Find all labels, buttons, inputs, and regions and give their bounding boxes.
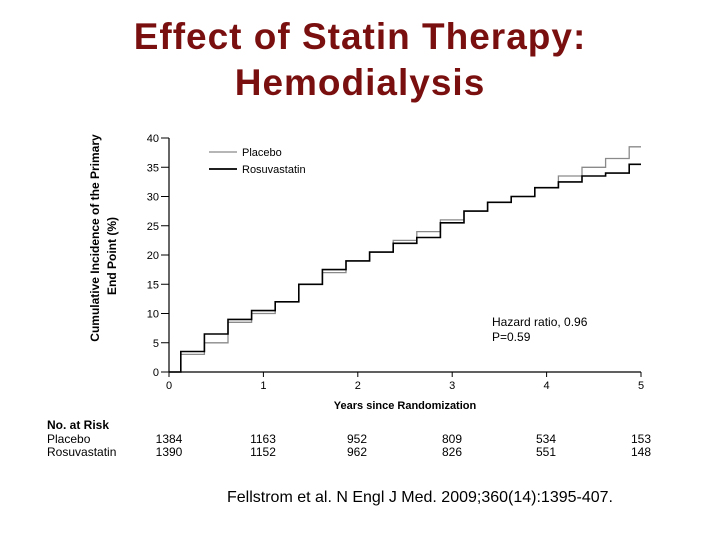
- y-tick-label: 40: [147, 133, 159, 145]
- x-tick-label: 4: [544, 380, 550, 392]
- p-value-annotation: P=0.59: [492, 330, 531, 344]
- risk-count-cell: 952: [347, 432, 367, 446]
- legend-label-rosuvastatin: Rosuvastatin: [242, 164, 306, 176]
- risk-count-cell: 826: [442, 445, 462, 459]
- hazard-ratio-annotation: Hazard ratio, 0.96: [492, 315, 588, 329]
- slide-title-line2: Hemodialysis: [234, 62, 486, 103]
- risk-count-cell: 534: [536, 432, 556, 446]
- chart-axes: 0 5 10 15 20 25 30 35 40 0 1 2 3 4 5: [147, 133, 644, 392]
- risk-row-label-rosuvastatin: Rosuvastatin: [47, 445, 116, 459]
- risk-count-cell: 1390: [156, 445, 183, 459]
- citation: Fellstrom et al. N Engl J Med. 2009;360(…: [227, 489, 613, 506]
- x-tick-label: 2: [355, 380, 361, 392]
- chart-legend: Placebo Rosuvastatin: [209, 147, 306, 176]
- x-axis-label: Years since Randomization: [334, 400, 477, 412]
- x-tick-label: 5: [638, 380, 644, 392]
- y-tick-label: 25: [147, 221, 159, 233]
- risk-table: No. at Risk Placebo 1384 1163 952 809 534 153 R…: [47, 418, 651, 459]
- risk-table-header: No. at Risk: [47, 418, 109, 432]
- risk-count-cell: 1152: [250, 445, 276, 459]
- slide-title-line1: Effect of Statin Therapy:: [133, 16, 587, 57]
- risk-row-label-placebo: Placebo: [47, 432, 91, 446]
- y-tick-label: 15: [147, 279, 159, 291]
- y-tick-label: 20: [147, 250, 159, 262]
- x-tick-label: 3: [449, 380, 455, 392]
- y-tick-label: 5: [153, 338, 159, 350]
- y-axis-label-line1: Cumulative Incidence of the Primary: [88, 134, 102, 342]
- series-line-rosuvastatin: [169, 163, 641, 373]
- chart-series: [169, 146, 641, 373]
- y-axis-label-line2: End Point (%): [105, 217, 119, 295]
- slide-title: Effect of Statin Therapy: Hemodialysis: [0, 14, 720, 106]
- risk-count-cell: 148: [631, 445, 651, 459]
- legend-label-placebo: Placebo: [242, 147, 282, 159]
- y-tick-label: 10: [147, 309, 159, 321]
- x-tick-label: 0: [166, 380, 172, 392]
- y-tick-label: 35: [147, 162, 159, 174]
- y-tick-label: 0: [153, 367, 159, 379]
- y-tick-label: 30: [147, 192, 159, 204]
- series-line-placebo: [169, 146, 641, 373]
- risk-count-cell: 551: [536, 445, 556, 459]
- risk-count-cell: 153: [631, 432, 651, 446]
- x-tick-label: 1: [260, 380, 266, 392]
- risk-count-cell: 962: [347, 445, 367, 459]
- risk-count-cell: 809: [442, 432, 462, 446]
- risk-count-cell: 1163: [250, 432, 276, 446]
- risk-count-cell: 1384: [156, 432, 183, 446]
